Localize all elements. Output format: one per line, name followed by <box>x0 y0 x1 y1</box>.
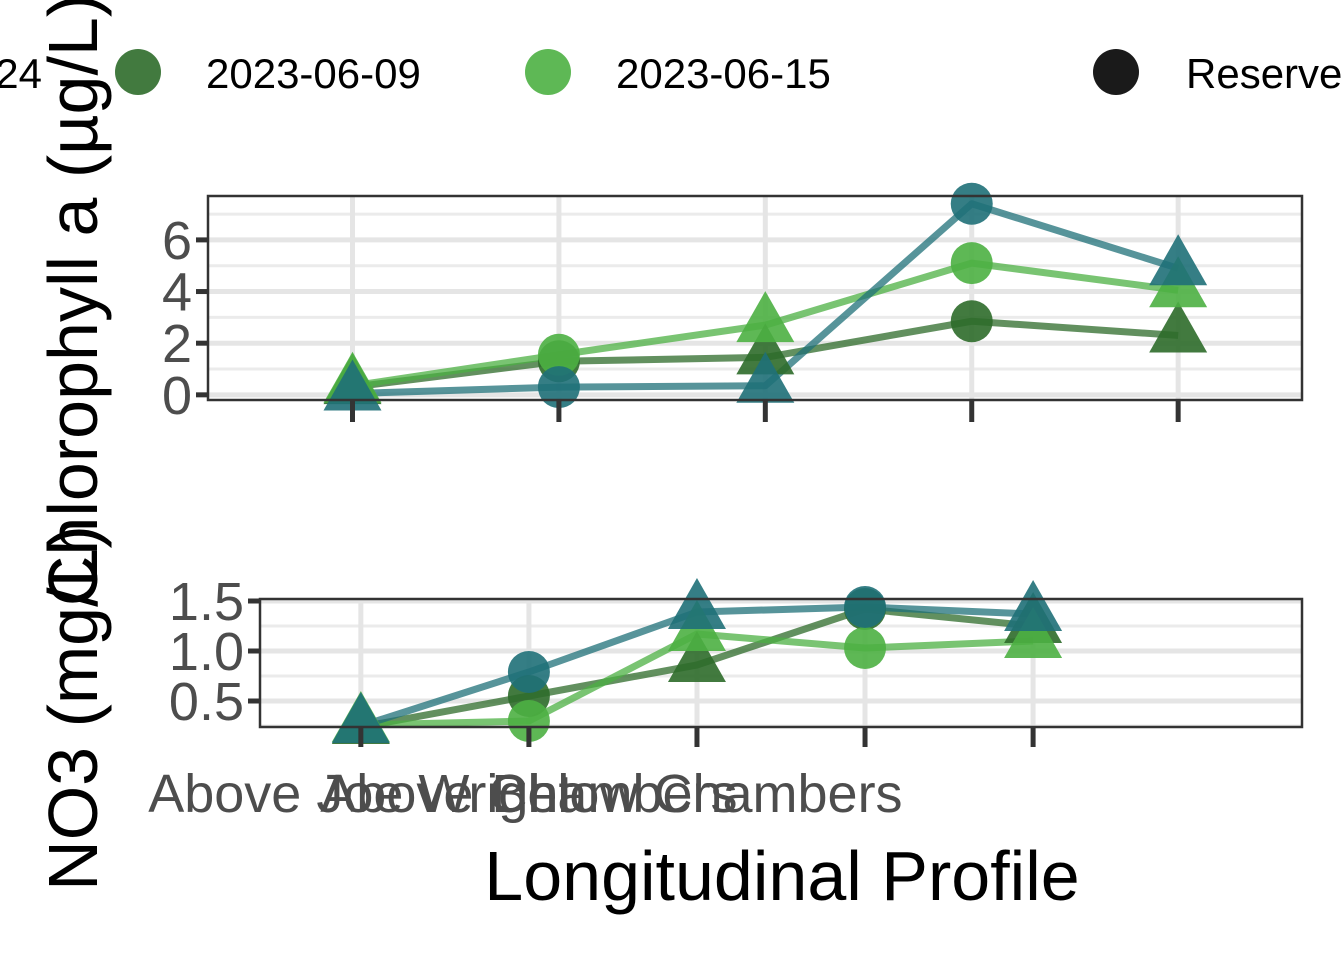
data-point <box>667 578 726 629</box>
legend-label-2023-06-15: 2023-06-15 <box>616 50 831 97</box>
data-point <box>323 359 382 411</box>
y-tick-label: 1.5 <box>169 572 244 632</box>
y-tick-label: 0.5 <box>169 672 244 732</box>
legend-key-reserve <box>1093 49 1139 95</box>
y-axis-label-chlorophyll: Chlorophyll a (µg/L) <box>34 0 112 606</box>
data-point <box>507 700 550 742</box>
data-point <box>736 291 795 343</box>
data-point <box>667 631 726 682</box>
data-point <box>1149 301 1208 353</box>
x-axis-label: Longitudinal Profile <box>484 837 1079 915</box>
y-axis-label-no3: NO3 (mg/L) <box>34 525 112 891</box>
legend: 24 2023-06-09 2023-06-15 Reserve <box>0 49 1342 97</box>
data-point <box>950 182 993 225</box>
y-tick-label: 1.0 <box>169 622 244 682</box>
data-point <box>950 300 993 343</box>
data-point <box>1149 234 1208 286</box>
data-point <box>537 333 580 376</box>
data-point <box>736 351 795 403</box>
data-point <box>844 627 887 669</box>
data-point <box>1004 607 1063 658</box>
data-point <box>736 323 795 375</box>
x-tick-label: Below Chambers <box>491 764 902 824</box>
panel-border <box>206 194 1304 402</box>
y-tick-label: 6 <box>162 211 192 271</box>
data-point <box>844 586 887 628</box>
data-point <box>331 692 390 743</box>
legend-label-reserve: Reserve <box>1186 50 1342 97</box>
panel-border <box>258 597 1304 729</box>
legend-key-2023-06-15 <box>525 49 571 95</box>
y-tick-label: 4 <box>162 263 192 323</box>
x-tick-label: Above Joe Wright <box>148 764 573 824</box>
legend-key-2023-06-09 <box>115 49 161 95</box>
legend-label-2023-06-09: 2023-06-09 <box>206 50 421 97</box>
data-point <box>537 366 580 409</box>
data-point <box>950 242 993 285</box>
legend-label-site-24: 24 <box>0 50 42 97</box>
y-tick-label: 2 <box>162 314 192 374</box>
x-tick-label: Above Chambers <box>320 764 737 824</box>
data-point <box>507 651 550 693</box>
data-point <box>1004 580 1063 631</box>
y-tick-label: 0 <box>162 366 192 426</box>
